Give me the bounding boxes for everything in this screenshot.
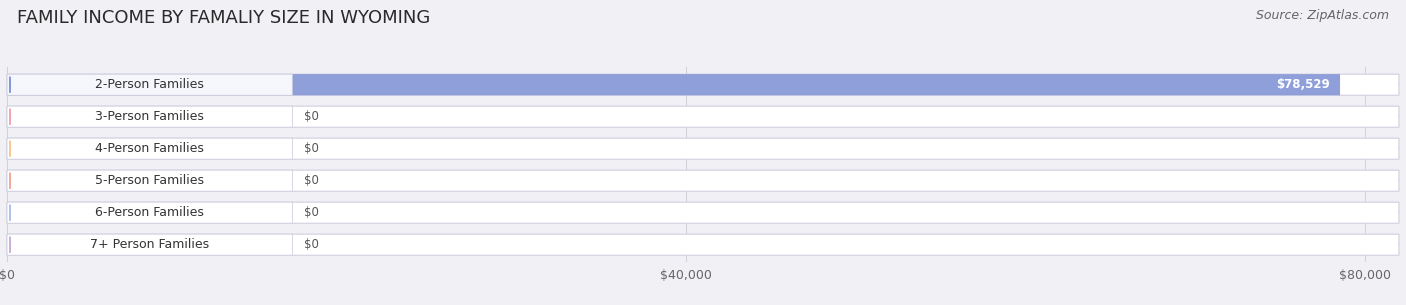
Text: 5-Person Families: 5-Person Families — [96, 174, 204, 187]
FancyBboxPatch shape — [7, 106, 1399, 127]
Text: 3-Person Families: 3-Person Families — [96, 110, 204, 123]
Text: $0: $0 — [304, 206, 318, 219]
Text: Source: ZipAtlas.com: Source: ZipAtlas.com — [1256, 9, 1389, 22]
Text: 6-Person Families: 6-Person Families — [96, 206, 204, 219]
FancyBboxPatch shape — [7, 138, 292, 159]
Text: $0: $0 — [304, 238, 318, 251]
Text: $0: $0 — [304, 142, 318, 155]
FancyBboxPatch shape — [7, 202, 292, 223]
FancyBboxPatch shape — [7, 234, 292, 255]
Text: FAMILY INCOME BY FAMALIY SIZE IN WYOMING: FAMILY INCOME BY FAMALIY SIZE IN WYOMING — [17, 9, 430, 27]
FancyBboxPatch shape — [7, 74, 292, 95]
Text: 2-Person Families: 2-Person Families — [96, 78, 204, 91]
FancyBboxPatch shape — [7, 170, 1399, 191]
FancyBboxPatch shape — [7, 106, 292, 127]
Text: $0: $0 — [304, 110, 318, 123]
FancyBboxPatch shape — [7, 170, 292, 191]
Text: 4-Person Families: 4-Person Families — [96, 142, 204, 155]
Text: 7+ Person Families: 7+ Person Families — [90, 238, 209, 251]
FancyBboxPatch shape — [7, 234, 1399, 255]
FancyBboxPatch shape — [7, 202, 1399, 223]
FancyBboxPatch shape — [7, 74, 1399, 95]
FancyBboxPatch shape — [7, 138, 1399, 159]
Text: $0: $0 — [304, 174, 318, 187]
Text: $78,529: $78,529 — [1277, 78, 1330, 91]
FancyBboxPatch shape — [7, 74, 1340, 95]
